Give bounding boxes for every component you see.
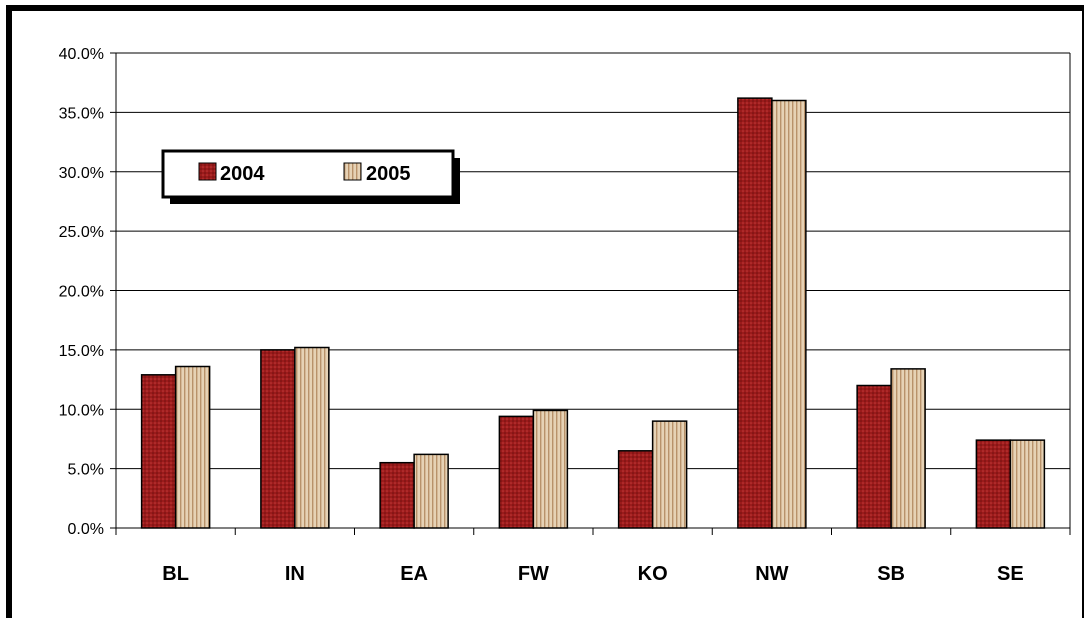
category-label-SE: SE xyxy=(997,563,1024,585)
y-tick-label: 20.0% xyxy=(59,284,104,301)
y-tick-label: 15.0% xyxy=(59,343,104,360)
bar-2005-FW xyxy=(532,409,569,529)
category-label-EA: EA xyxy=(400,563,428,585)
bar-2004-SE xyxy=(975,439,1012,529)
bars xyxy=(140,97,1046,529)
bar-2004-EA xyxy=(379,461,415,529)
bar-2004-FW xyxy=(498,415,535,529)
legend-label-2005: 2005 xyxy=(366,163,411,185)
outer-frame xyxy=(6,5,1084,618)
bar-2004-IN xyxy=(260,349,296,529)
y-tick-label: 5.0% xyxy=(68,462,104,479)
category-label-BL: BL xyxy=(162,563,189,585)
bar-2005-SB xyxy=(890,368,926,529)
bar-2004-NW xyxy=(737,97,773,529)
y-tick-label: 25.0% xyxy=(59,224,104,241)
bar-2005-EA xyxy=(413,453,449,529)
bar-2005-NW xyxy=(771,99,807,529)
category-label-KO: KO xyxy=(638,563,668,585)
bar-2004-SB xyxy=(856,384,892,529)
y-tick-label: 30.0% xyxy=(59,165,104,182)
bar-2004-BL xyxy=(140,374,177,529)
category-label-SB: SB xyxy=(877,563,905,585)
y-tick-labels: 0.0% 5.0% 10.0% 15.0% 20.0% 25.0% 30.0% 35.0% 40… xyxy=(59,46,104,538)
y-tick-label: 40.0% xyxy=(59,46,104,63)
category-label-IN: IN xyxy=(285,563,305,585)
axes xyxy=(115,53,1071,535)
category-labels: BL IN EA FW KO NW SB SE xyxy=(162,563,1023,585)
y-tick-label: 0.0% xyxy=(68,521,104,538)
legend-swatch-2004 xyxy=(198,162,217,181)
category-label-FW: FW xyxy=(518,563,549,585)
gridlines xyxy=(110,52,1070,529)
bar-2005-BL xyxy=(174,365,211,529)
category-label-NW: NW xyxy=(755,563,788,585)
bar-2005-SE xyxy=(1009,439,1046,529)
legend-label-2004: 2004 xyxy=(220,163,265,185)
y-tick-label: 10.0% xyxy=(59,402,104,419)
legend-swatch-2005 xyxy=(343,162,362,181)
bar-2005-KO xyxy=(651,420,688,529)
y-tick-label: 35.0% xyxy=(59,105,104,122)
legend: 2004 2005 xyxy=(161,149,460,204)
bar-2004-KO xyxy=(617,450,654,529)
bar-2005-IN xyxy=(294,346,330,529)
